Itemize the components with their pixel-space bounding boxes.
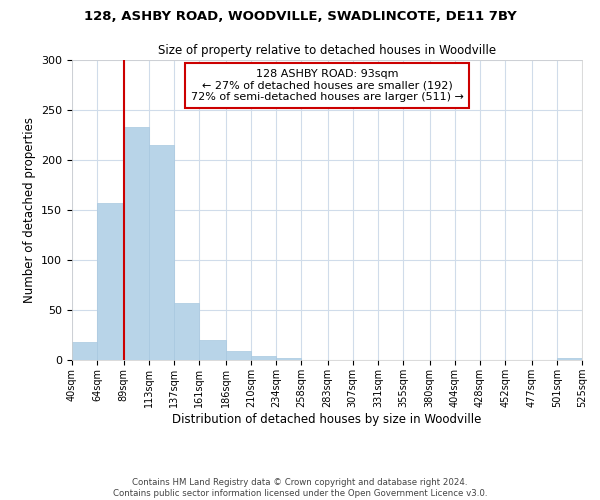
Text: 128 ASHBY ROAD: 93sqm
← 27% of detached houses are smaller (192)
72% of semi-det: 128 ASHBY ROAD: 93sqm ← 27% of detached … xyxy=(191,69,463,102)
Bar xyxy=(251,356,276,360)
Bar xyxy=(149,145,174,360)
Y-axis label: Number of detached properties: Number of detached properties xyxy=(23,117,35,303)
Bar xyxy=(124,127,149,360)
Title: Size of property relative to detached houses in Woodville: Size of property relative to detached ho… xyxy=(158,44,496,58)
Bar xyxy=(557,358,582,360)
Bar xyxy=(72,342,97,360)
X-axis label: Distribution of detached houses by size in Woodville: Distribution of detached houses by size … xyxy=(172,412,482,426)
Bar xyxy=(226,351,251,360)
Bar xyxy=(174,303,199,360)
Bar xyxy=(276,358,301,360)
Text: Contains HM Land Registry data © Crown copyright and database right 2024.
Contai: Contains HM Land Registry data © Crown c… xyxy=(113,478,487,498)
Bar xyxy=(199,340,226,360)
Text: 128, ASHBY ROAD, WOODVILLE, SWADLINCOTE, DE11 7BY: 128, ASHBY ROAD, WOODVILLE, SWADLINCOTE,… xyxy=(83,10,517,23)
Bar xyxy=(97,203,124,360)
